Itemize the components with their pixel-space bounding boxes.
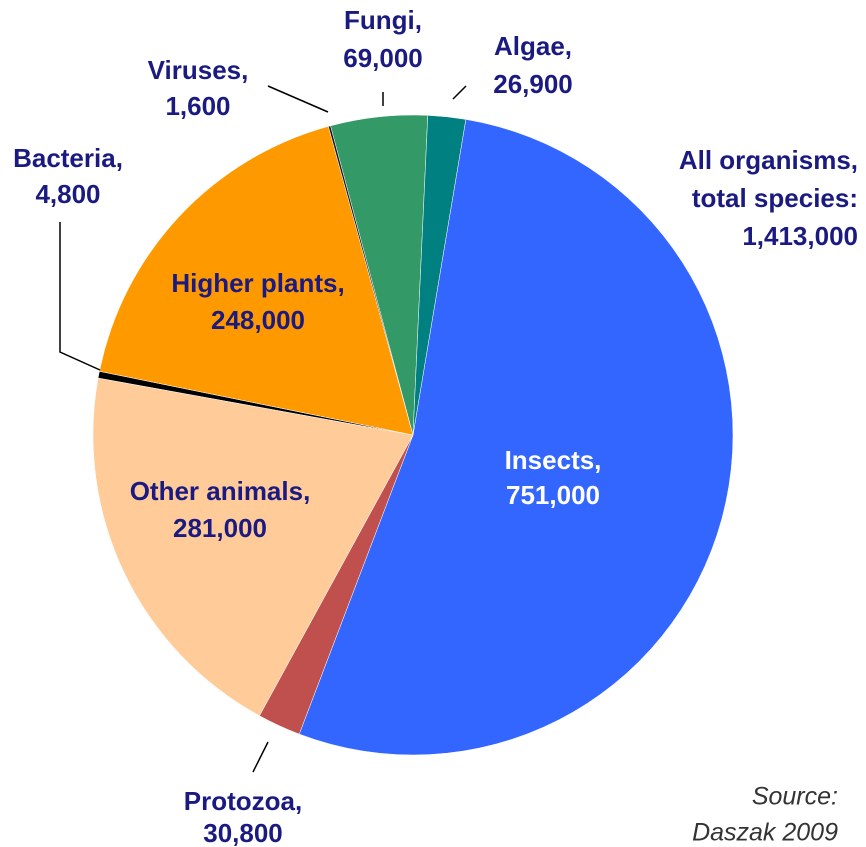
slice-label: Algae, <box>494 31 572 61</box>
value-label: 69,000 <box>343 43 423 73</box>
annotation: 1,413,000 <box>742 221 858 251</box>
slice-label: Fungi, <box>344 5 422 35</box>
leader-line <box>267 85 329 113</box>
source: Source: <box>752 783 838 811</box>
annotation: All organisms, <box>679 145 858 175</box>
value-label: 30,800 <box>203 818 283 847</box>
value-label: 1,600 <box>165 91 230 121</box>
slice <box>412 115 467 436</box>
source: Daszak 2009 <box>692 819 838 847</box>
slice-label: Protozoa, <box>184 786 302 816</box>
slice <box>92 377 414 717</box>
value-label: 248,000 <box>211 305 305 335</box>
slice-label: Viruses, <box>148 55 249 85</box>
leader-line <box>252 741 269 773</box>
slice <box>298 119 734 756</box>
leader-line <box>59 222 101 371</box>
value-label: 4,800 <box>35 179 100 209</box>
slice-label: Higher plants, <box>171 268 344 298</box>
slice-label: Other animals, <box>130 476 311 506</box>
leader-lines <box>59 85 467 773</box>
slice <box>99 126 414 436</box>
slice-label: Insects, <box>505 445 602 475</box>
value-label: 751,000 <box>506 480 600 510</box>
leader-line <box>452 85 467 100</box>
value-label: 281,000 <box>173 513 267 543</box>
slice-label: Bacteria, <box>13 143 123 173</box>
annotation: total species: <box>692 183 858 213</box>
value-label: 26,900 <box>493 69 573 99</box>
pie <box>92 114 734 756</box>
